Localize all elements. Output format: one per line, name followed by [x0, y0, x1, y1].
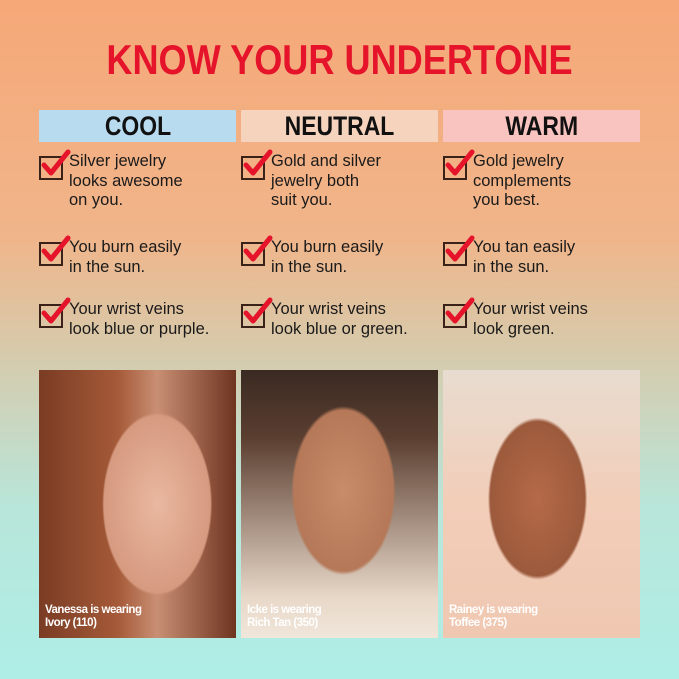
list-item: Your wrist veins look green. [443, 297, 588, 339]
column-cool: COOL Silver jewelry looks awesome on you.… [39, 110, 236, 350]
checked-checkbox-icon [241, 297, 273, 328]
list-item: You tan easily in the sun. [443, 235, 576, 277]
list-item: Gold and silver jewelry both suit you. [241, 149, 382, 211]
checked-checkbox-icon [241, 235, 273, 266]
item-text: Silver jewelry looks awesome on you. [69, 152, 183, 209]
list-item: Your wrist veins look blue or green. [241, 297, 408, 339]
item-text: Your wrist veins look blue or green. [271, 300, 408, 338]
item-text: You burn easily in the sun. [69, 238, 182, 276]
item-text: You tan easily in the sun. [473, 238, 576, 276]
list-item: Your wrist veins look blue or purple. [39, 297, 210, 339]
item-text: You burn easily in the sun. [271, 238, 384, 276]
model-photo: Vanessa is wearing Ivory (110) [39, 370, 236, 638]
checked-checkbox-icon [39, 149, 71, 180]
checked-checkbox-icon [443, 235, 475, 266]
item-text: Gold jewelry complements you best. [473, 152, 572, 209]
model-photo: Icke is wearing Rich Tan (350) [241, 370, 438, 638]
column-header: COOL [39, 110, 236, 142]
column-header: WARM [443, 110, 640, 142]
page-title: KNOW YOUR UNDERTONE [106, 36, 573, 83]
checked-checkbox-icon [39, 297, 71, 328]
photo-caption: Rainey is wearing Toffee (375) [449, 604, 538, 629]
column-neutral: NEUTRAL Gold and silver jewelry both suit… [241, 110, 438, 350]
photo-caption: Vanessa is wearing Ivory (110) [45, 604, 142, 629]
list-item: Gold jewelry complements you best. [443, 149, 572, 211]
checked-checkbox-icon [241, 149, 273, 180]
list-item: You burn easily in the sun. [39, 235, 182, 277]
column-header-label: NEUTRAL [284, 111, 395, 141]
column-header-label: COOL [104, 111, 171, 141]
item-text: Gold and silver jewelry both suit you. [271, 152, 382, 209]
list-item: You burn easily in the sun. [241, 235, 384, 277]
item-text: Your wrist veins look blue or purple. [69, 300, 210, 338]
list-item: Silver jewelry looks awesome on you. [39, 149, 183, 211]
checked-checkbox-icon [443, 149, 475, 180]
item-text: Your wrist veins look green. [473, 300, 588, 338]
column-warm: WARM Gold jewelry complements you best. Yo… [443, 110, 640, 350]
column-header-label: WARM [505, 111, 578, 141]
photo-caption: Icke is wearing Rich Tan (350) [247, 604, 322, 629]
checked-checkbox-icon [39, 235, 71, 266]
model-photo: Rainey is wearing Toffee (375) [443, 370, 640, 638]
column-header: NEUTRAL [241, 110, 438, 142]
checked-checkbox-icon [443, 297, 475, 328]
